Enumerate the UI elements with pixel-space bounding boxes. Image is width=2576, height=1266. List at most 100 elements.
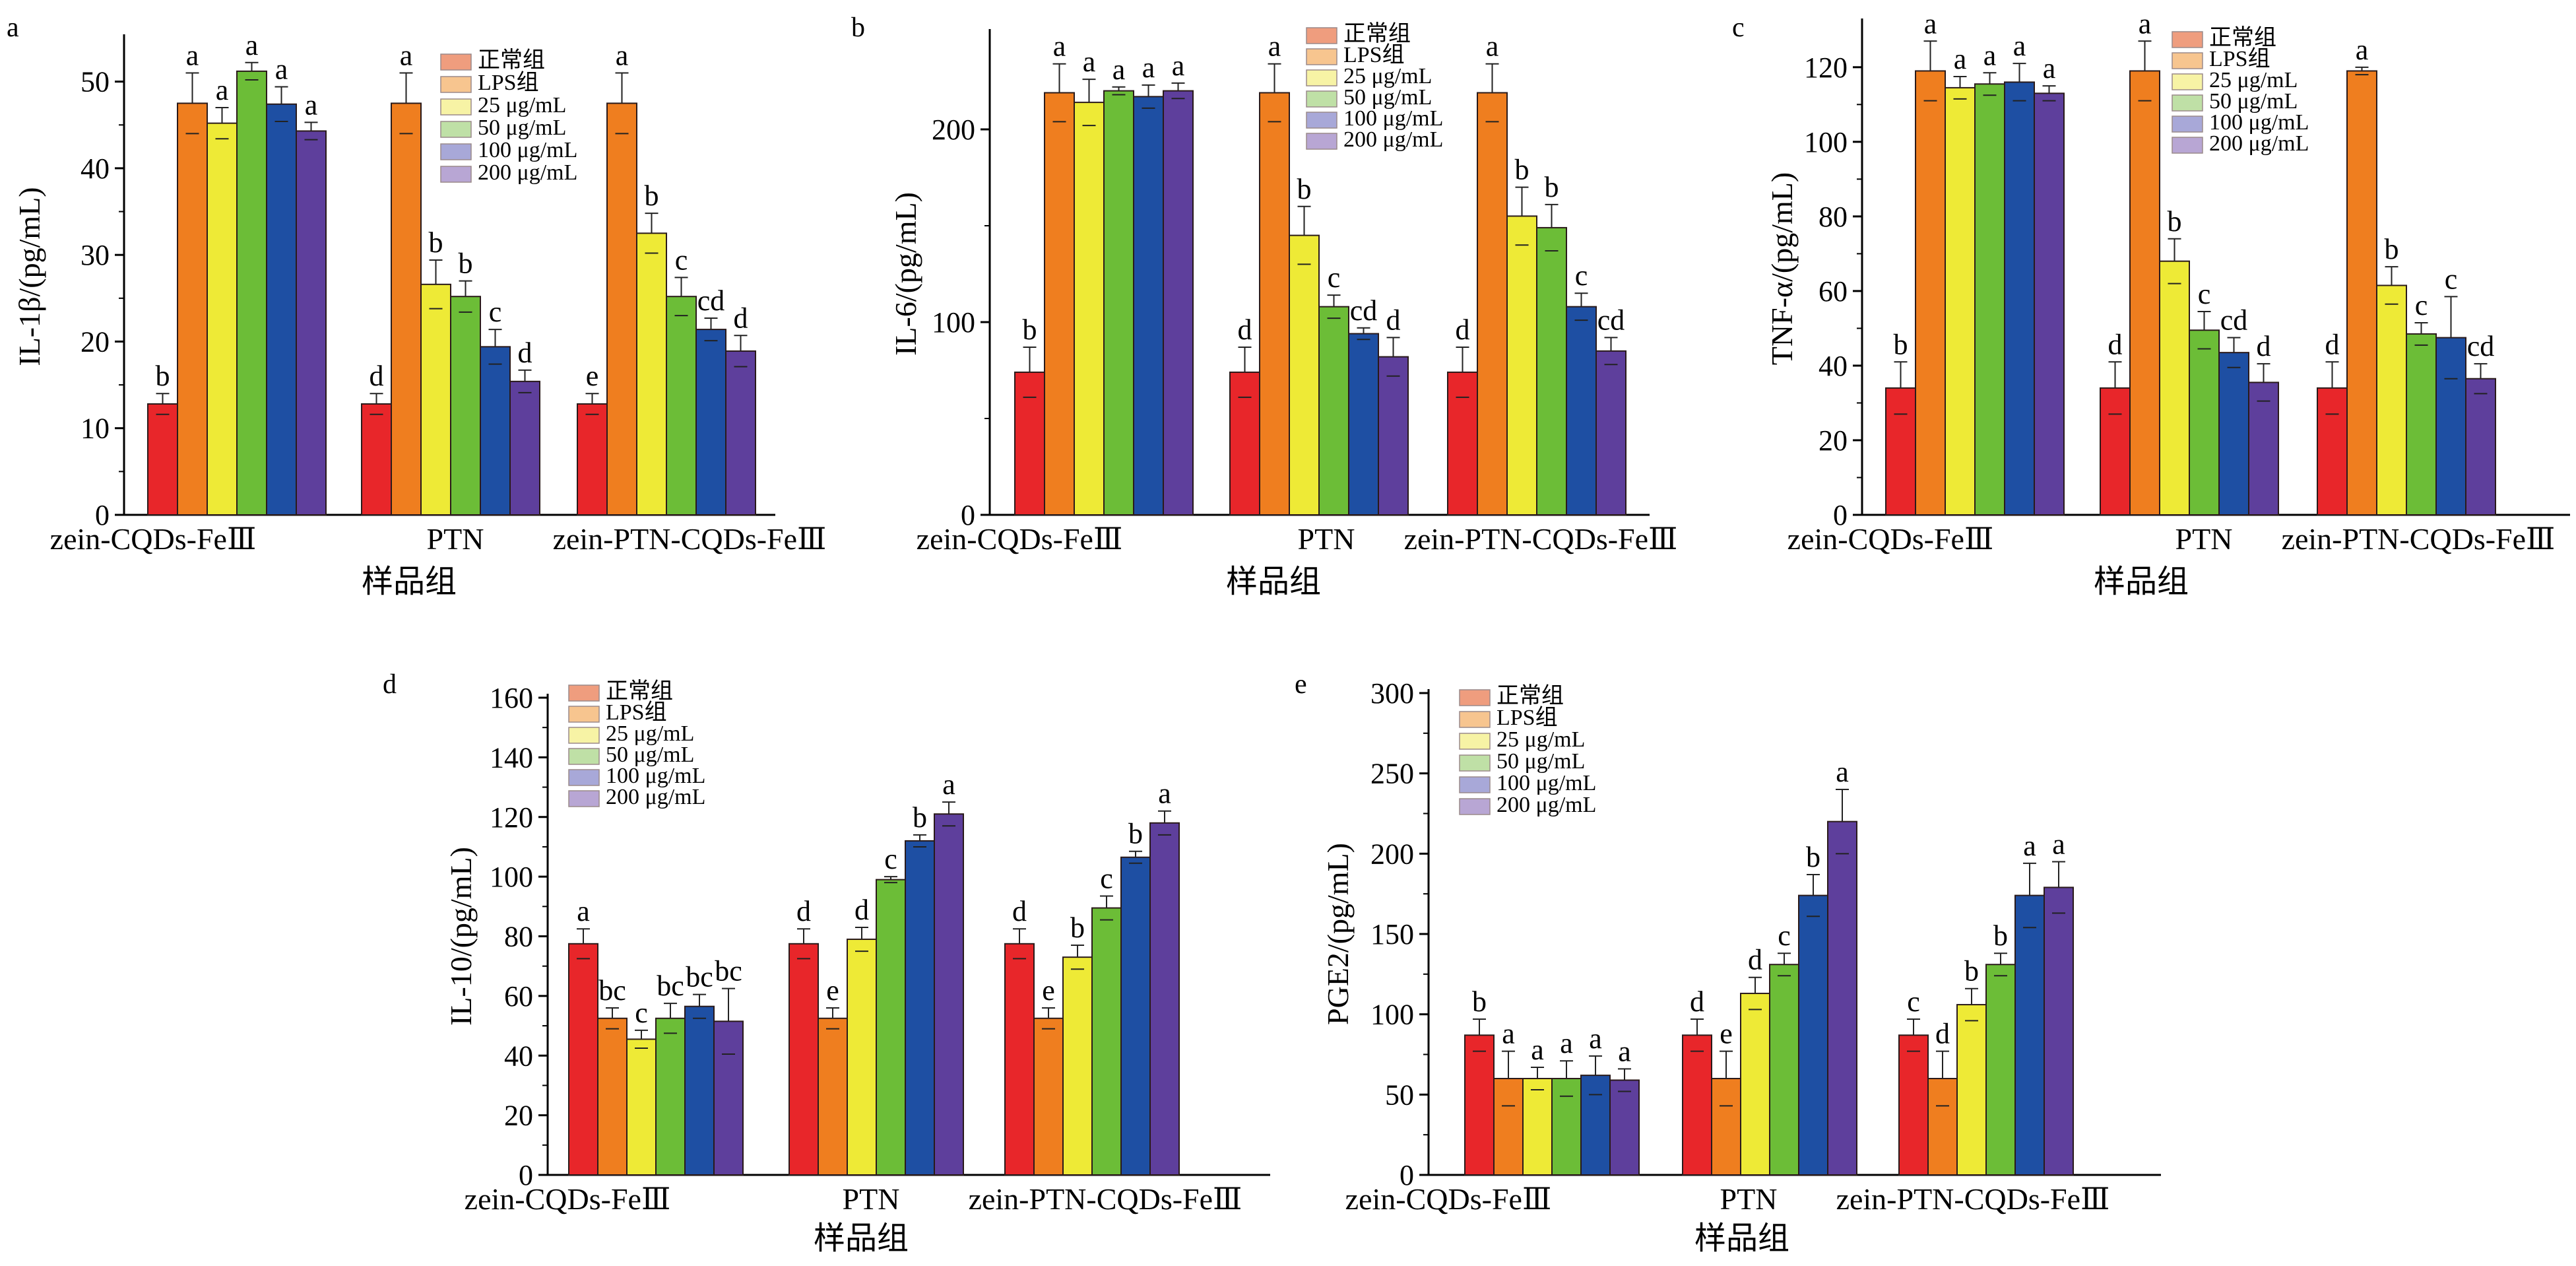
- y-tick-label: 300: [1370, 677, 1414, 710]
- bar: [1536, 226, 1567, 516]
- bar: [695, 329, 726, 516]
- significance-label: a: [1618, 1035, 1631, 1067]
- bar: [1378, 356, 1409, 516]
- significance-label: a: [245, 29, 259, 61]
- significance-label: a: [275, 53, 288, 86]
- legend-entry: 25 μg/mL: [1497, 727, 1585, 752]
- bar: [1898, 1034, 1929, 1176]
- bar: [568, 943, 598, 1176]
- y-tick-label: 10: [80, 413, 110, 445]
- significance-label: d: [1456, 314, 1470, 346]
- bar: [1464, 1034, 1495, 1176]
- y-tick-label: 200: [932, 114, 975, 146]
- significance-label: c: [2415, 289, 2428, 321]
- bar: [1798, 894, 1828, 1176]
- y-tick-label: 100: [932, 306, 975, 339]
- y-tick-label: 80: [1819, 201, 1848, 233]
- legend-entry: 100 μg/mL: [606, 764, 705, 788]
- significance-label: d: [370, 360, 384, 392]
- category-label: zein-PTN-CQDs-FeⅢ: [553, 522, 827, 556]
- significance-label: a: [1502, 1018, 1515, 1050]
- significance-label: a: [2052, 828, 2065, 861]
- bar: [480, 346, 511, 516]
- legend-entry: 200 μg/mL: [606, 785, 705, 809]
- legend-entry: LPS组: [478, 70, 539, 95]
- legend-swatch: [1306, 48, 1337, 65]
- legend-entry: 200 μg/mL: [1497, 793, 1596, 817]
- x-axis-label: 样品组: [1226, 564, 1321, 599]
- significance-label: a: [1531, 1034, 1544, 1066]
- significance-label: e: [1720, 1018, 1733, 1050]
- bar: [1769, 964, 1799, 1176]
- y-tick-label: 0: [519, 1159, 533, 1191]
- legend-swatch: [1306, 133, 1337, 150]
- bar: [847, 939, 877, 1176]
- bar: [2317, 387, 2348, 516]
- significance-label: b: [1070, 912, 1085, 944]
- legend-entry: 50 μg/mL: [1497, 749, 1585, 774]
- significance-label: c: [675, 244, 688, 276]
- significance-label: a: [2356, 34, 2369, 66]
- bar: [2034, 92, 2065, 516]
- y-tick-label: 120: [490, 801, 533, 834]
- legend-swatch: [1306, 112, 1337, 129]
- bar: [236, 70, 267, 516]
- legend-entry: 25 μg/mL: [1343, 64, 1432, 88]
- bar: [1447, 371, 1478, 516]
- significance-label: a: [577, 895, 590, 927]
- significance-label: b: [1894, 328, 1908, 360]
- significance-label: bc: [657, 970, 684, 1002]
- significance-label: cd: [697, 284, 725, 317]
- bar: [2100, 387, 2131, 516]
- legend-entry: 正常组: [1343, 21, 1411, 46]
- significance-label: b: [1472, 985, 1487, 1018]
- legend-swatch: [440, 121, 472, 138]
- significance-label: b: [913, 801, 927, 834]
- significance-label: d: [1012, 895, 1027, 927]
- y-tick-label: 60: [504, 980, 533, 1013]
- significance-label: d: [1386, 304, 1401, 336]
- significance-label: a: [1158, 778, 1171, 810]
- bar: [1915, 70, 1946, 516]
- legend-swatch: [568, 727, 600, 744]
- legend-entry: 正常组: [606, 679, 673, 704]
- bar: [626, 1038, 657, 1176]
- significance-label: cd: [2467, 330, 2495, 362]
- y-tick-label: 150: [1370, 918, 1414, 950]
- significance-label: d: [796, 895, 811, 927]
- legend-entry: 50 μg/mL: [478, 116, 566, 140]
- legend-entry: LPS组: [1497, 705, 1558, 730]
- legend-swatch: [2172, 52, 2203, 69]
- legend-swatch: [1459, 711, 1491, 728]
- y-tick-label: 40: [1819, 350, 1848, 382]
- significance-label: b: [459, 248, 473, 280]
- bar: [905, 840, 935, 1176]
- significance-label: e: [826, 974, 839, 1007]
- panel-label: e: [1295, 669, 1307, 700]
- y-tick-label: 30: [80, 239, 110, 271]
- bar: [1014, 371, 1045, 516]
- legend-entry: 25 μg/mL: [2209, 68, 2298, 92]
- significance-label: a: [616, 40, 629, 72]
- significance-label: c: [1328, 261, 1341, 294]
- category-label: PTN: [427, 522, 484, 556]
- y-tick-label: 100: [490, 861, 533, 893]
- y-tick-label: 40: [504, 1040, 533, 1072]
- legend-swatch: [440, 76, 472, 93]
- bar: [420, 283, 451, 516]
- bar: [2129, 70, 2160, 516]
- significance-label: a: [1589, 1022, 1602, 1055]
- significance-label: a: [1924, 7, 1937, 40]
- bar: [1004, 943, 1035, 1176]
- bar: [1120, 856, 1151, 1176]
- y-tick-label: 50: [80, 66, 110, 98]
- category-label: PTN: [2175, 522, 2233, 556]
- significance-label: a: [2139, 7, 2152, 40]
- bar: [577, 403, 608, 516]
- category-label: PTN: [843, 1182, 900, 1216]
